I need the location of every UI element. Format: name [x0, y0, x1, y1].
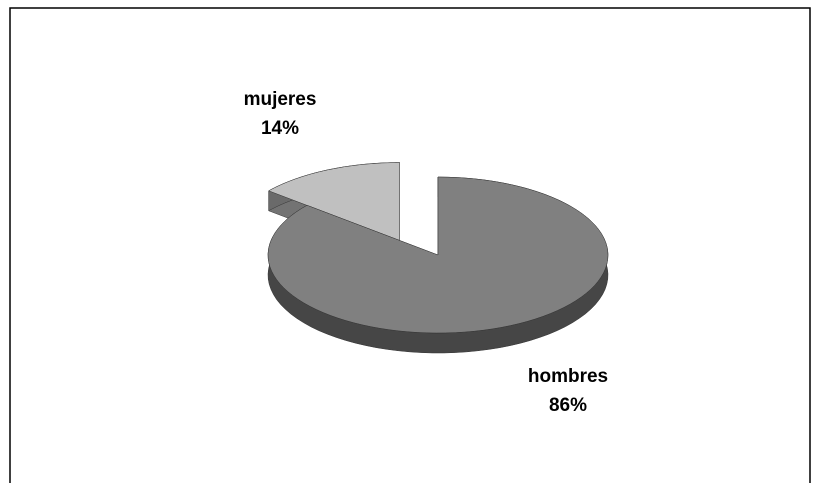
- slice-label: hombres: [528, 366, 608, 387]
- slice-value-label: 14%: [261, 118, 299, 139]
- slice-label: mujeres: [244, 89, 317, 110]
- slice-value-label: 86%: [549, 395, 587, 416]
- slice: [267, 176, 609, 334]
- slice: [268, 162, 400, 241]
